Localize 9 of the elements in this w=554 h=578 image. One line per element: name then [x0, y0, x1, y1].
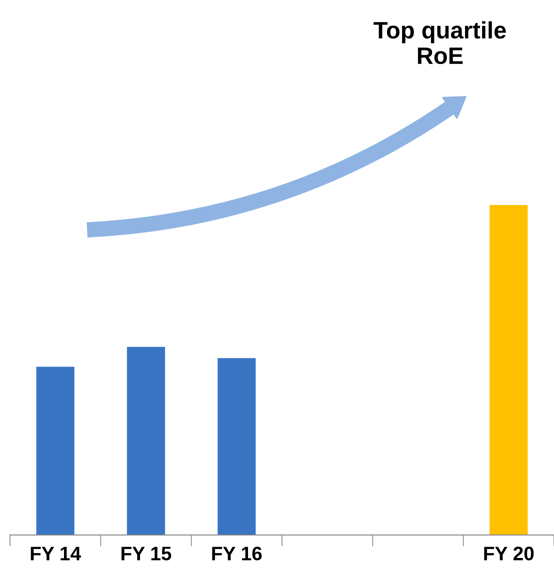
x-tick-label: FY 20: [484, 546, 534, 560]
bar: [490, 205, 528, 535]
x-tick-label: FY 16: [212, 546, 262, 560]
text: Top quartile RoE: [374, 21, 506, 64]
bar: [218, 358, 256, 535]
bar: [126, 346, 166, 535]
bar: [36, 366, 74, 535]
x-tick-label: FY 14: [30, 546, 81, 560]
x-tick-label: FY 15: [122, 546, 172, 560]
